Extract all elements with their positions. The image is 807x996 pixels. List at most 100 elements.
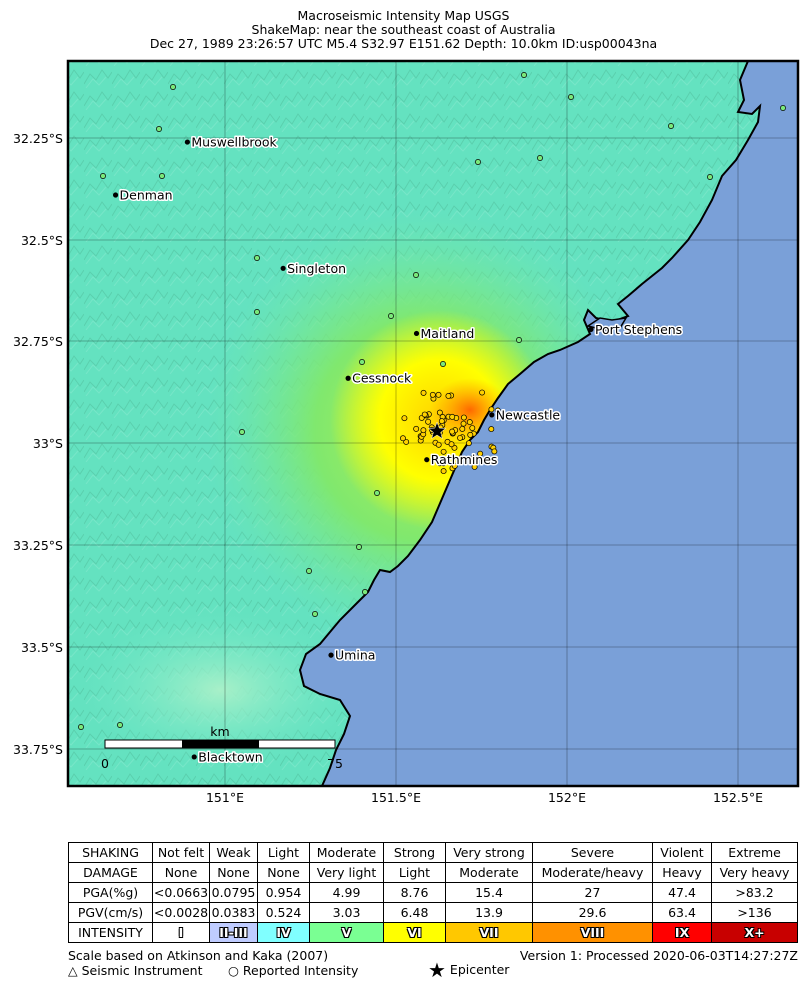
city-dot-icon (184, 139, 190, 145)
legend-cell: 13.9 (445, 902, 533, 923)
reported-intensity-circle-icon (403, 438, 410, 445)
reported-intensity-circle-icon (537, 155, 543, 161)
scale-start: 0 (101, 756, 109, 771)
reported-intensity-circle-icon (254, 255, 260, 261)
reported-intensity-circle-icon (362, 589, 368, 595)
legend-seismic-instrument-label: Seismic Instrument (81, 963, 203, 978)
legend-cell: 63.4 (652, 902, 712, 923)
reported-intensity-circle-icon (438, 418, 445, 425)
reported-intensity-markers (78, 72, 786, 730)
reported-intensity-circle-icon (707, 174, 713, 180)
legend-cell: None (209, 862, 258, 883)
intensity-cell: VII (445, 922, 533, 943)
grid-lines (68, 61, 798, 786)
reported-intensity-circle-icon (429, 391, 436, 398)
lon-tick-label: 151.5°E (371, 790, 421, 805)
intensity-map[interactable]: Muswellbrook Denman Singleton Maitland Port … (0, 0, 807, 840)
city-dot-icon (413, 330, 420, 337)
intensity-cell: I (152, 922, 210, 943)
legend-cell: >136 (711, 902, 798, 923)
scale-note: Scale based on Atkinson and Kaka (2007) (68, 948, 329, 963)
legend-cell: Light (383, 862, 446, 883)
reported-intensity-circle-icon (159, 173, 165, 179)
epicenter-marker[interactable] (427, 421, 447, 440)
reported-intensity-circle-icon (465, 440, 472, 447)
lon-tick-label: 151°E (205, 790, 244, 805)
city-dot-icon (112, 192, 119, 198)
city-label: Blacktown (198, 749, 263, 764)
reported-intensity-circle-icon (516, 337, 522, 343)
legend-cell: Moderate (445, 862, 533, 883)
map-layers: Muswellbrook Denman Singleton Maitland Port … (68, 61, 798, 786)
reported-intensity-circle-icon (460, 414, 467, 421)
event-line: Dec 27, 1989 23:26:57 UTC M5.4 S32.97 E1… (149, 36, 658, 51)
reported-intensity-circle-icon (668, 123, 674, 129)
lon-tick-label: 152.5°E (713, 790, 763, 805)
legend-row-damage: DAMAGE None None None Very light Light M… (68, 862, 798, 883)
ocean (298, 61, 798, 786)
legend-cell: Very light (309, 862, 384, 883)
reported-intensity-circle-icon (435, 391, 442, 398)
reported-intensity-circle-icon (100, 173, 106, 179)
legend-cell: Extreme (711, 842, 798, 863)
reported-intensity-circle-icon (467, 431, 474, 438)
legend-cell: Strong (383, 842, 446, 863)
reported-intensity-circle-icon (374, 490, 380, 496)
legend-cell: <0.0028 (152, 902, 210, 923)
legend-row-label: DAMAGE (68, 862, 153, 883)
lon-tick-label: 152°E (547, 790, 586, 805)
circle-icon: ○ (228, 963, 239, 978)
reported-intensity-circle-icon (413, 272, 419, 278)
reported-intensity-circle-icon (356, 544, 362, 550)
reported-intensity-circle-icon (413, 425, 420, 432)
legend-cell: 4.99 (309, 882, 384, 903)
city-label: Rathmines (431, 452, 498, 467)
reported-intensity-circle-icon (421, 411, 428, 418)
reported-intensity-circle-icon (254, 309, 260, 315)
legend-cell: Very strong (445, 842, 533, 863)
scale-unit: km (210, 724, 229, 739)
legend-row-label: PGA(%g) (68, 882, 153, 903)
reported-intensity-circle-icon (440, 460, 447, 467)
legend-cell: 0.954 (257, 882, 310, 903)
legend-cell: Weak (209, 842, 258, 863)
reported-intensity-circle-icon (445, 393, 452, 399)
reported-intensity-circle-icon (457, 434, 463, 441)
intensity-cell: X+ (711, 922, 798, 943)
reported-intensity-circle-icon (312, 611, 318, 617)
reported-intensity-circle-icon (568, 94, 574, 100)
lat-tick-label: 33.5°S (20, 640, 63, 655)
legend-row-pgv: PGV(cm/s) <0.0028 0.0383 0.524 3.03 6.48… (68, 902, 798, 923)
legend-cell: 0.0795 (209, 882, 258, 903)
legend-cell: 6.48 (383, 902, 446, 923)
legend-cell: Moderate/heavy (532, 862, 653, 883)
reported-intensity-circle-icon (449, 413, 456, 420)
legend-epicenter-label: Epicenter (449, 962, 510, 977)
reported-intensity-circle-icon (521, 72, 527, 78)
city-dot-icon (588, 326, 594, 332)
version-note: Version 1: Processed 2020-06-03T14:27:27… (519, 948, 798, 963)
city-dot-icon (191, 754, 197, 760)
star-icon: ★ (428, 958, 446, 982)
city-dot-icon (424, 457, 430, 463)
city-label: Port Stephens (595, 322, 682, 337)
city-dot-icon (328, 652, 334, 658)
legend-reported-intensity: ○ Reported Intensity (228, 963, 358, 978)
reported-intensity-circle-icon (239, 429, 245, 435)
reported-intensity-circle-icon (469, 425, 476, 432)
reported-intensity-circle-icon (117, 722, 123, 728)
reported-intensity-circle-icon (440, 468, 447, 475)
reported-intensity-circle-icon (477, 450, 484, 457)
reported-intensity-circle-icon (451, 462, 458, 469)
legend-cell: 29.6 (532, 902, 653, 923)
city-dot-icon (345, 375, 351, 381)
legend-cell: Not felt (152, 842, 210, 863)
legend-row-label: INTENSITY (68, 922, 153, 943)
scale-bar: km 0 75 (101, 724, 343, 771)
epicenter-star-icon (427, 421, 447, 440)
legend-cell: 8.76 (383, 882, 446, 903)
city-dot-icon (489, 412, 495, 418)
city-label: Newcastle (496, 407, 561, 422)
reported-intensity-circle-icon (475, 159, 481, 165)
intensity-cell: IV (257, 922, 310, 943)
